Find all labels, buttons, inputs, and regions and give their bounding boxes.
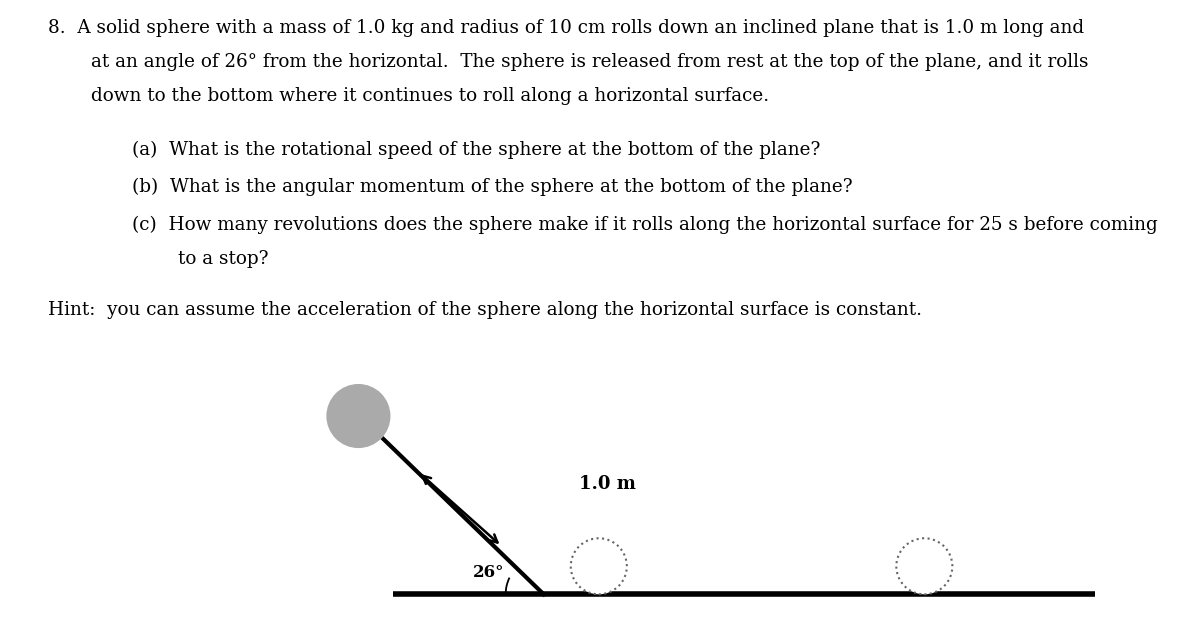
Text: down to the bottom where it continues to roll along a horizontal surface.: down to the bottom where it continues to… <box>91 87 769 105</box>
Circle shape <box>571 538 626 594</box>
Circle shape <box>896 538 953 594</box>
Circle shape <box>326 384 390 448</box>
Text: at an angle of 26° from the horizontal.  The sphere is released from rest at the: at an angle of 26° from the horizontal. … <box>91 53 1088 71</box>
Text: (a)  What is the rotational speed of the sphere at the bottom of the plane?: (a) What is the rotational speed of the … <box>132 140 821 159</box>
Text: 1.0 m: 1.0 m <box>578 475 636 493</box>
Text: (c)  How many revolutions does the sphere make if it rolls along the horizontal : (c) How many revolutions does the sphere… <box>132 216 1158 234</box>
Text: to a stop?: to a stop? <box>178 250 268 268</box>
Text: 26°: 26° <box>473 564 504 581</box>
Text: Hint:  you can assume the acceleration of the sphere along the horizontal surfac: Hint: you can assume the acceleration of… <box>48 301 922 319</box>
Text: (b)  What is the angular momentum of the sphere at the bottom of the plane?: (b) What is the angular momentum of the … <box>132 178 853 197</box>
Text: 8.  A solid sphere with a mass of 1.0 kg and radius of 10 cm rolls down an incli: 8. A solid sphere with a mass of 1.0 kg … <box>48 19 1084 37</box>
